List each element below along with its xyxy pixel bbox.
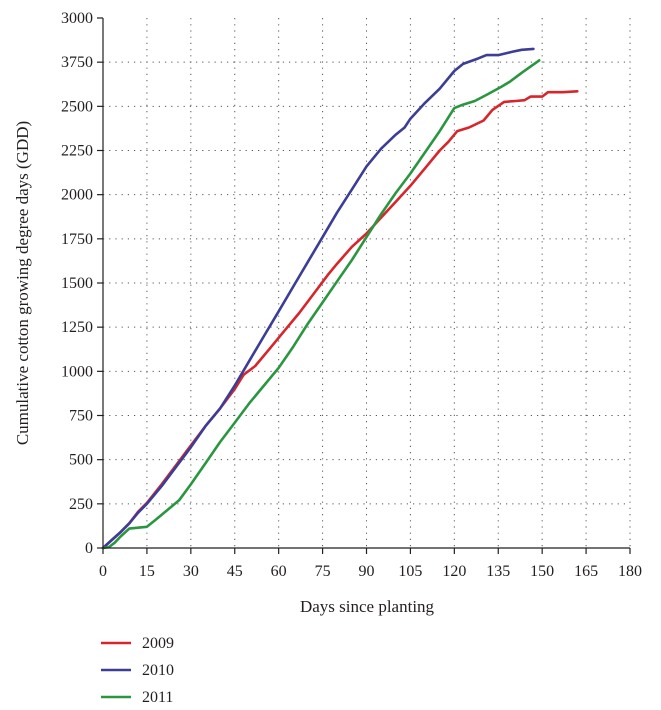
legend-label-2011: 2011 [142,689,173,705]
x-tick-label: 135 [486,563,510,580]
series-line-2009 [101,90,579,550]
x-tick-label: 75 [315,563,331,580]
x-tick-label: 180 [618,563,642,580]
y-tick-label: 250 [69,496,93,513]
y-tick-label: 3750 [61,54,93,71]
y-tick-label: 2500 [61,98,93,115]
legend: 2009 2010 2011 [101,635,174,706]
y-axis-ticks: 0 250 500 750 1000 1250 1500 1750 2000 2250 2500 37… [61,10,103,557]
y-axis-label: Cumulative cotton growing degree days (G… [13,121,32,445]
series-line-2011 [101,59,541,550]
x-axis-label: Days since planting [300,597,435,616]
y-tick-label: 1500 [61,275,93,292]
x-tick-label: 105 [398,563,422,580]
y-tick-label: 1250 [61,319,93,336]
legend-label-2009: 2009 [142,635,174,652]
x-tick-label: 90 [359,563,375,580]
y-tick-label: 3000 [61,10,93,27]
x-axis-ticks: 0 15 30 45 60 75 90 105 120 135 150 165 180 [99,548,642,580]
y-tick-label: 1000 [61,363,93,380]
legend-label-2010: 2010 [142,662,174,679]
series-lines [101,47,579,550]
axes [102,18,630,549]
x-tick-label: 120 [442,563,466,580]
y-tick-label: 1750 [61,231,93,248]
x-tick-label: 165 [574,563,598,580]
x-tick-label: 0 [99,563,107,580]
x-tick-label: 150 [530,563,554,580]
x-tick-label: 30 [183,563,199,580]
y-tick-label: 2000 [61,187,93,204]
x-tick-label: 15 [139,563,155,580]
gridlines [103,18,631,548]
series-line-2010 [101,47,535,550]
y-tick-label: 750 [69,408,93,425]
y-tick-label: 2250 [61,143,93,160]
x-tick-label: 45 [227,563,243,580]
y-tick-label: 0 [85,540,93,557]
y-tick-label: 500 [69,452,93,469]
x-tick-label: 60 [271,563,287,580]
